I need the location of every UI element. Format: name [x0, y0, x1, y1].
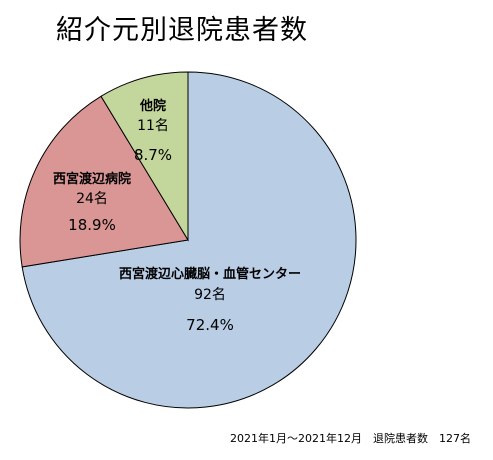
- pie-slice-2: [19, 95, 189, 268]
- chart-footnote: 2021年1月～2021年12月 退院患者数 127名: [230, 432, 471, 445]
- pie-slice-3: [100, 71, 189, 242]
- slice-label-name-1: 西宮渡辺心臓脳・血管センター: [119, 266, 301, 282]
- chart-title: 紹介元別退院患者数: [56, 15, 308, 46]
- slice-label-count-3: 11名: [137, 118, 169, 134]
- slice-label-name-3: 他院: [139, 98, 166, 114]
- slice-label-percent-3: 8.7%: [134, 146, 172, 164]
- slice-label-count-2: 24名: [76, 191, 108, 207]
- slice-label-count-1: 92名: [194, 287, 226, 303]
- slice-label-name-2: 西宮渡辺病院: [53, 171, 131, 187]
- slice-label-percent-2: 18.9%: [68, 216, 116, 234]
- slice-label-percent-1: 72.4%: [186, 316, 234, 334]
- pie-slice-1: [21, 71, 357, 409]
